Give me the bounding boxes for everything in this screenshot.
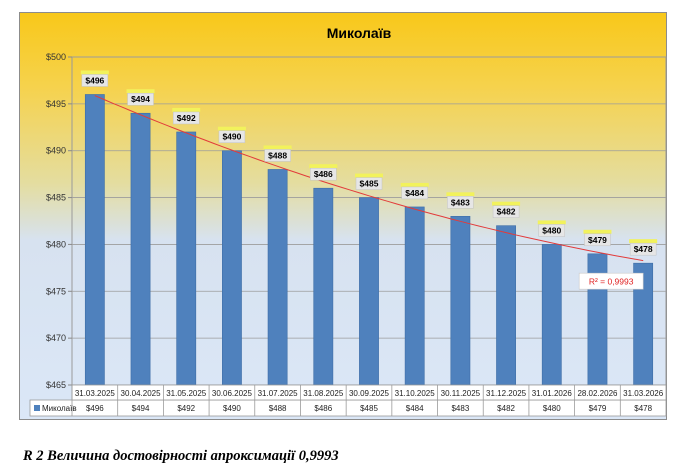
data-label-highlight — [217, 126, 246, 131]
x-category-label: 31.03.2026 — [623, 389, 664, 398]
data-label: $496 — [85, 75, 104, 85]
data-label: $480 — [542, 225, 561, 235]
legend-swatch — [34, 405, 40, 411]
data-table-value: $484 — [406, 404, 424, 413]
data-table-value: $480 — [543, 404, 561, 413]
data-label-box — [310, 167, 337, 181]
data-label: $485 — [360, 179, 379, 189]
bar — [222, 150, 242, 386]
data-table-value: $492 — [177, 404, 195, 413]
data-label-highlight — [629, 239, 658, 244]
data-label-box — [629, 242, 657, 256]
bar — [359, 197, 379, 386]
data-table-value: $485 — [360, 404, 378, 413]
data-label-box — [401, 186, 428, 200]
data-table-value-row — [29, 399, 667, 417]
y-tick-label: $490 — [46, 146, 66, 156]
bars — [84, 94, 654, 386]
data-label-highlight — [126, 89, 155, 94]
data-label: $488 — [268, 150, 287, 160]
data-label-box — [127, 92, 154, 106]
data-table-value: $496 — [86, 404, 104, 413]
r2-label: R² = 0,9993 — [589, 277, 634, 287]
data-label-box — [218, 130, 246, 143]
data-label-box — [172, 111, 200, 125]
x-category-label: 31.10.2025 — [395, 389, 436, 398]
data-label-highlight — [583, 229, 612, 234]
data-table-value: $483 — [451, 404, 469, 413]
data-label-highlight — [80, 70, 109, 75]
data-labels: $496 $494 $492 $490 $488 $486 $485 $484 $483 $482… — [80, 70, 658, 256]
data-label-box — [584, 233, 611, 247]
data-label-box — [492, 205, 520, 218]
bar — [496, 225, 516, 386]
bar — [313, 187, 334, 386]
y-tick-label: $500 — [46, 52, 66, 62]
bar — [450, 216, 471, 386]
x-category-label: 31.07.2025 — [258, 389, 299, 398]
data-label-box — [355, 177, 383, 190]
x-category-label: 28.02.2026 — [577, 389, 618, 398]
data-label: $494 — [131, 94, 150, 104]
x-category-label: 31.05.2025 — [166, 389, 207, 398]
data-label-highlight — [492, 201, 521, 206]
bar — [267, 169, 288, 386]
data-label-box — [538, 224, 566, 237]
data-label: $484 — [405, 188, 424, 198]
chart-svg: Миколаїв $465 $470 $475 $480 $485 $490 $495 $50… — [29, 25, 667, 417]
y-tick-label: $480 — [46, 239, 66, 249]
y-tick-label: $470 — [46, 333, 66, 343]
data-label-highlight — [172, 107, 201, 112]
y-tick-label: $485 — [46, 193, 66, 203]
data-label-highlight — [400, 182, 429, 187]
data-label: $483 — [451, 197, 470, 207]
data-label-highlight — [446, 192, 475, 197]
data-label-box — [81, 74, 109, 87]
y-tick-label: $495 — [46, 99, 66, 109]
data-table-value: $490 — [223, 404, 241, 413]
bar — [176, 131, 197, 386]
data-label: $492 — [177, 113, 196, 123]
x-category-label: 31.08.2025 — [303, 389, 344, 398]
data-label-box — [264, 149, 291, 162]
data-label-highlight — [355, 173, 383, 178]
x-category-label: 31.12.2025 — [486, 389, 527, 398]
y-tick-label: $465 — [46, 380, 66, 390]
data-table-value: $488 — [269, 404, 287, 413]
trendline: R² = 0,9993 — [94, 95, 644, 290]
data-label-highlight — [537, 220, 566, 225]
data-table-value: $479 — [589, 404, 607, 413]
data-table-value: $486 — [314, 404, 332, 413]
data-table: 31.03.2025 $496 30.04.2025 $494 31.05.2025 $4… — [29, 384, 667, 417]
data-label: $478 — [634, 244, 653, 254]
data-table-value: $482 — [497, 404, 515, 413]
data-label: $490 — [222, 132, 241, 142]
x-category-label: 30.06.2025 — [212, 389, 253, 398]
legend-label: Миколаїв — [42, 404, 77, 413]
y-tick-label: $475 — [46, 286, 66, 296]
r2-label-box — [578, 272, 644, 290]
x-category-label: 31.01.2026 — [532, 389, 573, 398]
bar — [84, 94, 105, 386]
data-label: $479 — [588, 235, 607, 245]
bar — [404, 206, 425, 386]
bar — [541, 244, 562, 386]
bar — [130, 112, 151, 386]
data-label-highlight — [263, 145, 292, 150]
data-label: $486 — [314, 169, 333, 179]
figure-caption: R 2 Величина достовірності апроксимації … — [23, 448, 339, 464]
data-table-value: $478 — [634, 404, 652, 413]
chart-title: Миколаїв — [327, 25, 392, 41]
data-label-box — [447, 196, 474, 209]
data-label-highlight — [309, 164, 338, 169]
x-category-label: 31.03.2025 — [75, 389, 116, 398]
trendline-curve — [94, 95, 644, 262]
y-axis: $465 $470 $475 $480 $485 $490 $495 $500 — [46, 52, 72, 390]
x-category-label: 30.09.2025 — [349, 389, 390, 398]
x-category-label: 30.11.2025 — [441, 389, 481, 398]
data-table-value: $494 — [132, 404, 150, 413]
chart-area: Миколаїв $465 $470 $475 $480 $485 $490 $495 $50… — [19, 12, 667, 420]
x-category-label: 30.04.2025 — [121, 389, 162, 398]
data-label: $482 — [497, 207, 516, 217]
